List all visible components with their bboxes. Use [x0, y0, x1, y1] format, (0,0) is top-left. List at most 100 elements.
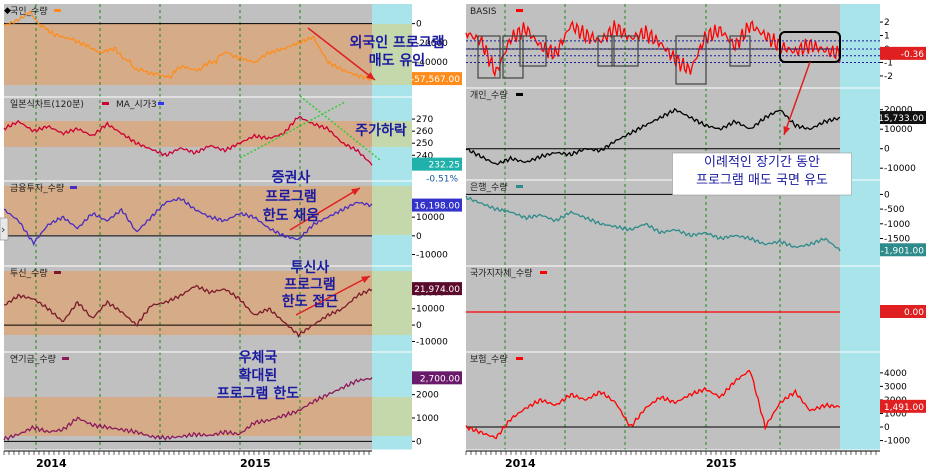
series-line: [465, 19, 841, 78]
last-value-badge: [880, 243, 926, 257]
annotation-text: 프로그램 매도 국면 유도: [696, 173, 828, 188]
x-tick-label: 2014: [505, 457, 536, 470]
last-value-badge: [412, 198, 462, 212]
change-label: -0.51%: [426, 175, 458, 185]
last-value-badge: [412, 282, 462, 296]
series-line: [4, 284, 373, 339]
last-value-badge: [880, 305, 926, 318]
x-tick-label: 2015: [240, 457, 271, 470]
y-tick-label: 2: [884, 18, 890, 28]
annotation-text: 투신사: [291, 260, 330, 276]
panel-left-1: 0-20000-40000-60000국인_수량-57,567.00: [3, 5, 462, 87]
panel-left-2: 230240250260270일본식차트(120분)MA_시가3232.25-0…: [3, 98, 462, 185]
title-color-swatch: [54, 9, 61, 12]
shaded-band: [4, 271, 372, 335]
right-value-axis-area: [880, 4, 926, 450]
basis-highlight-box: [502, 35, 524, 79]
annotation-text: 매도 유인: [369, 52, 425, 69]
y-tick-label: -2: [884, 72, 893, 82]
x-tick-label: 2015: [706, 457, 737, 470]
trend-line: [299, 95, 381, 161]
y-tick-label: 0: [416, 20, 422, 30]
panel-left-3: -10000 0 10000 금융투자_수량 16,198.00: [3, 182, 462, 261]
side-collapse-tab: [0, 217, 9, 241]
panel-title: 은행_수량: [470, 181, 508, 193]
y-tick-label: 0: [884, 145, 890, 155]
title-color-swatch: [70, 186, 77, 189]
annotation-arrow: [783, 61, 811, 136]
y-tick-label: 0: [884, 423, 890, 433]
y-tick-label: 1000: [416, 414, 439, 424]
panel-title: 금융투자_수량: [10, 182, 64, 194]
title-color-swatch: [516, 93, 523, 96]
projection-band: [372, 397, 412, 436]
y-tick-label: -20000: [416, 39, 448, 49]
y-tick-label: -10000: [884, 164, 916, 174]
panel-title: BASIS: [470, 7, 497, 17]
annotation-arrow-head: [351, 188, 360, 196]
series-line: [465, 195, 841, 252]
y-tick-label: 0: [416, 232, 422, 242]
panel-title: 국가지자체_수량: [470, 267, 532, 279]
projection-band: [372, 186, 412, 235]
y-tick-label: 1: [884, 32, 890, 42]
y-tick-label: 2000: [416, 391, 439, 401]
panel-left-5: 0 1000 2000 연기금_수량 2,700.00: [3, 353, 462, 447]
projection-band: [372, 24, 412, 85]
shaded-band: [4, 186, 372, 235]
projection-band: [372, 271, 412, 335]
last-value-label: 1,491.00: [884, 403, 924, 413]
y-tick-label: -1000: [884, 437, 910, 447]
title-color-swatch: [516, 357, 523, 360]
annotation-arrow: [295, 275, 371, 316]
side-collapse-arrow: ›: [1, 223, 5, 236]
basis-highlight-box: [729, 35, 751, 67]
annotation-text: 프로그램: [284, 276, 336, 293]
panel-title: 보험_수량: [470, 353, 508, 365]
last-value-label: 0.00: [904, 308, 924, 318]
series-line: [3, 9, 373, 81]
annotation-text: 프로그램: [265, 188, 317, 205]
annotation-text: 외국인 프로그램: [349, 34, 444, 51]
last-value-label: 2,700.00: [420, 374, 460, 384]
y-tick-label: 240: [416, 151, 433, 161]
annotation-text: 증권사: [272, 170, 311, 186]
y-tick-label: 4000: [884, 369, 907, 379]
last-value-label: -57,567.00: [411, 75, 460, 85]
y-tick-label: -1500: [884, 234, 910, 244]
y-tick-label: 10000: [884, 125, 913, 135]
basis-highlight-box: [611, 35, 639, 67]
y-tick-label: 20000: [884, 106, 913, 116]
series-line: [3, 115, 373, 166]
title-color-swatch: [54, 271, 61, 274]
series-line: [3, 197, 373, 247]
panel-title: 투신_수량: [10, 267, 48, 279]
basis-highlight-box: [675, 35, 707, 85]
title-color-swatch: [516, 9, 523, 12]
title-color-swatch: [540, 271, 547, 274]
title-color-swatch: [516, 185, 523, 188]
y-tick-label: 1000: [884, 409, 907, 419]
indicator-swatch: [158, 102, 164, 105]
annotation-text-background: [672, 152, 852, 196]
y-tick-label: 0: [416, 321, 422, 331]
y-tick-label: -10000: [416, 251, 448, 261]
annotation-arrow: [307, 27, 376, 81]
annotation-text: 이례적인 장기간 동안: [704, 155, 820, 170]
annotation-arrow-head: [361, 276, 370, 283]
y-tick-label: 270: [416, 115, 433, 125]
panel-title: 개인_수량: [470, 89, 508, 101]
series-line: [465, 369, 841, 440]
basis-highlight-box: [519, 35, 547, 67]
annotation-text: 한도 채움: [263, 208, 320, 224]
y-tick-label: 10000: [416, 213, 445, 223]
last-value-badge: [880, 46, 926, 60]
y-tick-label: -40000: [416, 58, 448, 68]
last-value-label: 21,974.00: [414, 285, 460, 295]
annotation-text: 우체국: [239, 350, 278, 366]
annotation-text: 주가하락: [355, 122, 407, 139]
last-value-label: 232.25: [429, 161, 461, 171]
